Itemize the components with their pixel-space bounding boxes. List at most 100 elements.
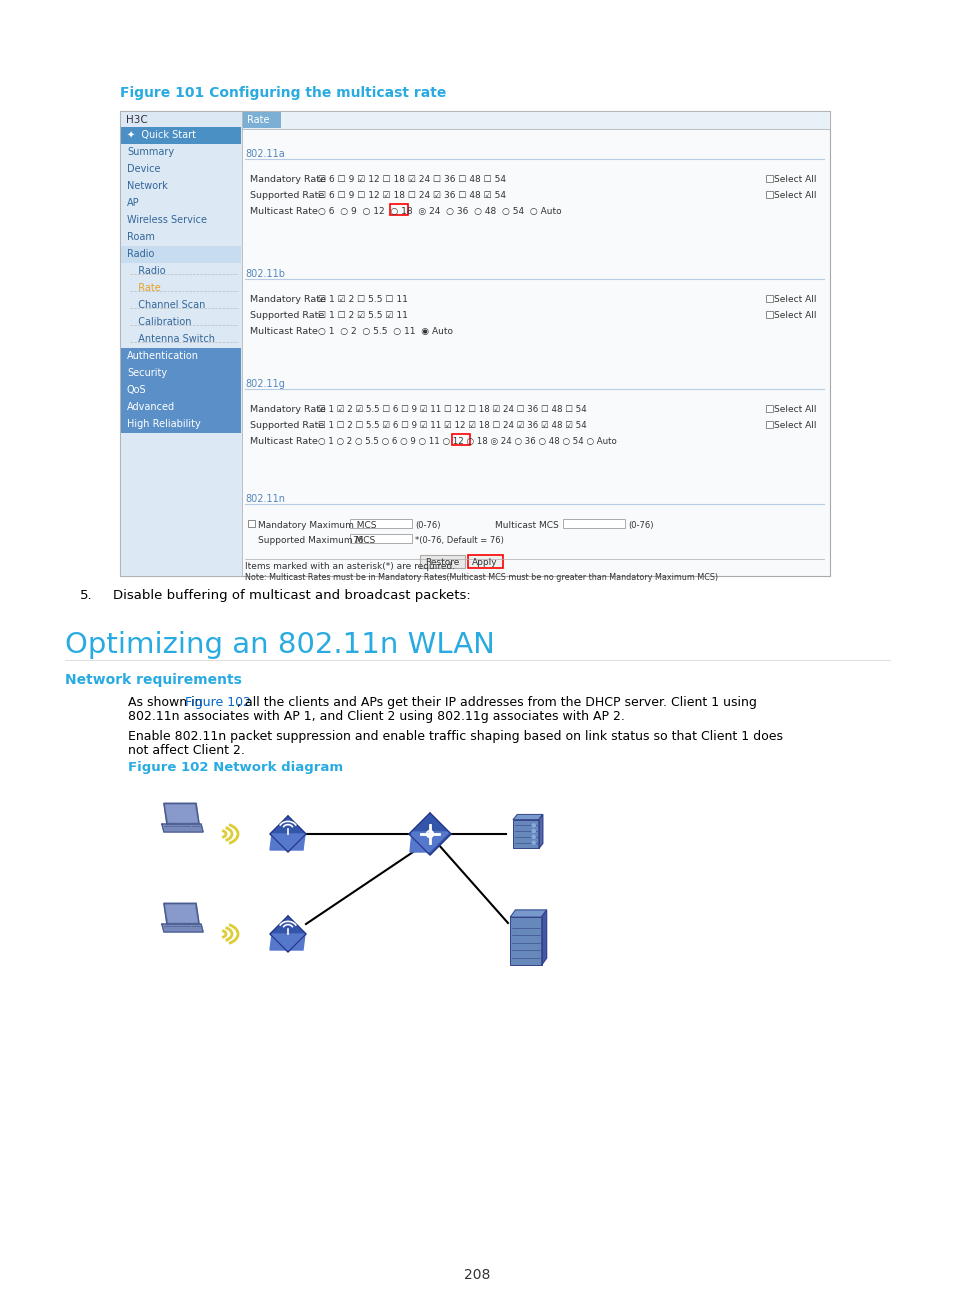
Bar bbox=[121, 365, 241, 382]
Polygon shape bbox=[513, 815, 542, 819]
Text: ☐ 1 ☐ 2 ☑ 5.5 ☑ 11: ☐ 1 ☐ 2 ☑ 5.5 ☑ 11 bbox=[317, 311, 408, 320]
Bar bbox=[452, 434, 470, 445]
Text: QoS: QoS bbox=[127, 385, 147, 395]
Text: Rate: Rate bbox=[247, 115, 269, 124]
Bar bbox=[350, 518, 412, 527]
Text: 5.: 5. bbox=[80, 588, 92, 603]
Bar bbox=[120, 111, 829, 575]
Text: Select All: Select All bbox=[773, 311, 816, 320]
Text: Supported Rate: Supported Rate bbox=[250, 191, 324, 200]
Text: (0-76): (0-76) bbox=[627, 521, 653, 530]
Bar bbox=[468, 555, 502, 568]
Polygon shape bbox=[410, 832, 449, 851]
Bar bbox=[121, 127, 241, 144]
Text: H3C: H3C bbox=[126, 115, 148, 124]
Text: Radio: Radio bbox=[132, 266, 166, 276]
Bar bbox=[390, 203, 408, 215]
Bar bbox=[419, 555, 464, 568]
Text: High Reliability: High Reliability bbox=[127, 419, 200, 429]
Bar bbox=[765, 175, 772, 181]
Text: Items marked with an asterisk(*) are required.: Items marked with an asterisk(*) are req… bbox=[245, 562, 455, 572]
Text: Security: Security bbox=[127, 368, 167, 378]
Text: Calibration: Calibration bbox=[132, 318, 192, 327]
Bar bbox=[121, 178, 241, 194]
Bar bbox=[248, 520, 254, 527]
Bar bbox=[121, 399, 241, 416]
Bar bbox=[765, 191, 772, 198]
Text: 76: 76 bbox=[352, 537, 363, 546]
Text: Select All: Select All bbox=[773, 191, 816, 200]
Polygon shape bbox=[270, 934, 305, 950]
Text: Mandatory Maximum MCS: Mandatory Maximum MCS bbox=[257, 521, 376, 530]
Text: As shown in: As shown in bbox=[128, 696, 206, 709]
Text: ○ 1  ○ 2  ○ 5.5  ○ 11  ◉ Auto: ○ 1 ○ 2 ○ 5.5 ○ 11 ◉ Auto bbox=[317, 327, 453, 336]
Text: Optimizing an 802.11n WLAN: Optimizing an 802.11n WLAN bbox=[65, 631, 495, 658]
Polygon shape bbox=[270, 916, 306, 953]
Bar bbox=[121, 229, 241, 246]
Text: AP: AP bbox=[127, 198, 139, 207]
Text: not affect Client 2.: not affect Client 2. bbox=[128, 744, 245, 757]
Text: Device: Device bbox=[127, 165, 160, 174]
Polygon shape bbox=[164, 903, 199, 924]
Polygon shape bbox=[270, 816, 306, 851]
Text: Enable 802.11n packet suppression and enable traffic shaping based on link statu: Enable 802.11n packet suppression and en… bbox=[128, 730, 782, 743]
Bar bbox=[121, 213, 241, 229]
Bar bbox=[765, 311, 772, 318]
Polygon shape bbox=[270, 835, 305, 850]
Text: , all the clients and APs get their IP addresses from the DHCP server. Client 1 : , all the clients and APs get their IP a… bbox=[236, 696, 756, 709]
Text: Figure 101 Configuring the multicast rate: Figure 101 Configuring the multicast rat… bbox=[120, 86, 446, 100]
Polygon shape bbox=[409, 813, 451, 855]
Bar bbox=[765, 404, 772, 412]
Bar bbox=[350, 534, 412, 543]
Bar bbox=[121, 416, 241, 433]
Text: Figure 102 Network diagram: Figure 102 Network diagram bbox=[128, 761, 343, 774]
Text: Supported Rate: Supported Rate bbox=[250, 421, 324, 430]
Text: 802.11a: 802.11a bbox=[245, 149, 284, 159]
Text: ☐ 6 ☐ 9 ☐ 12 ☑ 18 ☐ 24 ☑ 36 ☐ 48 ☑ 54: ☐ 6 ☐ 9 ☐ 12 ☑ 18 ☐ 24 ☑ 36 ☐ 48 ☑ 54 bbox=[317, 191, 505, 200]
Text: ☑ 1 ☑ 2 ☑ 5.5 ☐ 6 ☐ 9 ☑ 11 ☐ 12 ☐ 18 ☑ 24 ☐ 36 ☐ 48 ☐ 54: ☑ 1 ☑ 2 ☑ 5.5 ☐ 6 ☐ 9 ☑ 11 ☐ 12 ☐ 18 ☑ 2… bbox=[317, 404, 586, 413]
Bar bbox=[121, 349, 241, 365]
Bar bbox=[242, 111, 829, 130]
Bar bbox=[513, 819, 538, 849]
Bar bbox=[510, 918, 541, 966]
Bar bbox=[121, 382, 241, 399]
Text: (0-76): (0-76) bbox=[415, 521, 440, 530]
Text: 802.11n: 802.11n bbox=[245, 494, 285, 504]
Text: Note: Multicast Rates must be in Mandatory Rates(Multicast MCS must be no greate: Note: Multicast Rates must be in Mandato… bbox=[245, 573, 718, 582]
Circle shape bbox=[532, 841, 535, 844]
Text: Rate: Rate bbox=[132, 283, 161, 293]
Text: 802.11n associates with AP 1, and Client 2 using 802.11g associates with AP 2.: 802.11n associates with AP 1, and Client… bbox=[128, 710, 624, 723]
Text: *(0-76, Default = 76): *(0-76, Default = 76) bbox=[415, 537, 503, 546]
Text: Apply: Apply bbox=[472, 559, 497, 568]
Text: Network: Network bbox=[127, 181, 168, 191]
Polygon shape bbox=[166, 805, 197, 822]
Text: Multicast MCS: Multicast MCS bbox=[495, 521, 558, 530]
Bar bbox=[121, 246, 241, 263]
Text: Multicast Rate: Multicast Rate bbox=[250, 437, 317, 446]
Circle shape bbox=[532, 836, 535, 839]
Text: Disable buffering of multicast and broadcast packets:: Disable buffering of multicast and broad… bbox=[112, 588, 470, 603]
Text: Select All: Select All bbox=[773, 404, 816, 413]
Polygon shape bbox=[538, 815, 542, 849]
Text: ○ 1 ○ 2 ○ 5.5 ○ 6 ○ 9 ○ 11 ○ 12 ○ 18 ◎ 24 ○ 36 ○ 48 ○ 54 ○ Auto: ○ 1 ○ 2 ○ 5.5 ○ 6 ○ 9 ○ 11 ○ 12 ○ 18 ◎ 2… bbox=[317, 437, 616, 446]
Bar bbox=[765, 295, 772, 302]
Polygon shape bbox=[510, 910, 546, 918]
Text: ☑ 6 ☐ 9 ☑ 12 ☐ 18 ☑ 24 ☐ 36 ☐ 48 ☐ 54: ☑ 6 ☐ 9 ☑ 12 ☐ 18 ☑ 24 ☐ 36 ☐ 48 ☐ 54 bbox=[317, 175, 505, 184]
Text: ☐ 1 ☐ 2 ☐ 5.5 ☑ 6 ☐ 9 ☑ 11 ☑ 12 ☑ 18 ☐ 24 ☑ 36 ☑ 48 ☑ 54: ☐ 1 ☐ 2 ☐ 5.5 ☑ 6 ☐ 9 ☑ 11 ☑ 12 ☑ 18 ☐ 2… bbox=[317, 421, 586, 430]
Text: 802.11b: 802.11b bbox=[245, 270, 285, 279]
Text: ✦  Quick Start: ✦ Quick Start bbox=[127, 130, 195, 140]
Text: Antenna Switch: Antenna Switch bbox=[132, 334, 214, 343]
Text: Select All: Select All bbox=[773, 295, 816, 305]
Text: Supported Rate: Supported Rate bbox=[250, 311, 324, 320]
Text: Radio: Radio bbox=[127, 249, 154, 259]
Polygon shape bbox=[164, 804, 199, 824]
Text: Multicast Rate: Multicast Rate bbox=[250, 327, 317, 336]
Text: Multicast Rate: Multicast Rate bbox=[250, 207, 317, 216]
Text: Channel Scan: Channel Scan bbox=[132, 299, 205, 310]
Text: Summary: Summary bbox=[127, 146, 174, 157]
Text: Advanced: Advanced bbox=[127, 402, 175, 412]
Text: Wireless Service: Wireless Service bbox=[127, 215, 207, 226]
Text: 208: 208 bbox=[463, 1267, 490, 1282]
Bar bbox=[121, 144, 241, 161]
Text: Authentication: Authentication bbox=[127, 351, 199, 362]
